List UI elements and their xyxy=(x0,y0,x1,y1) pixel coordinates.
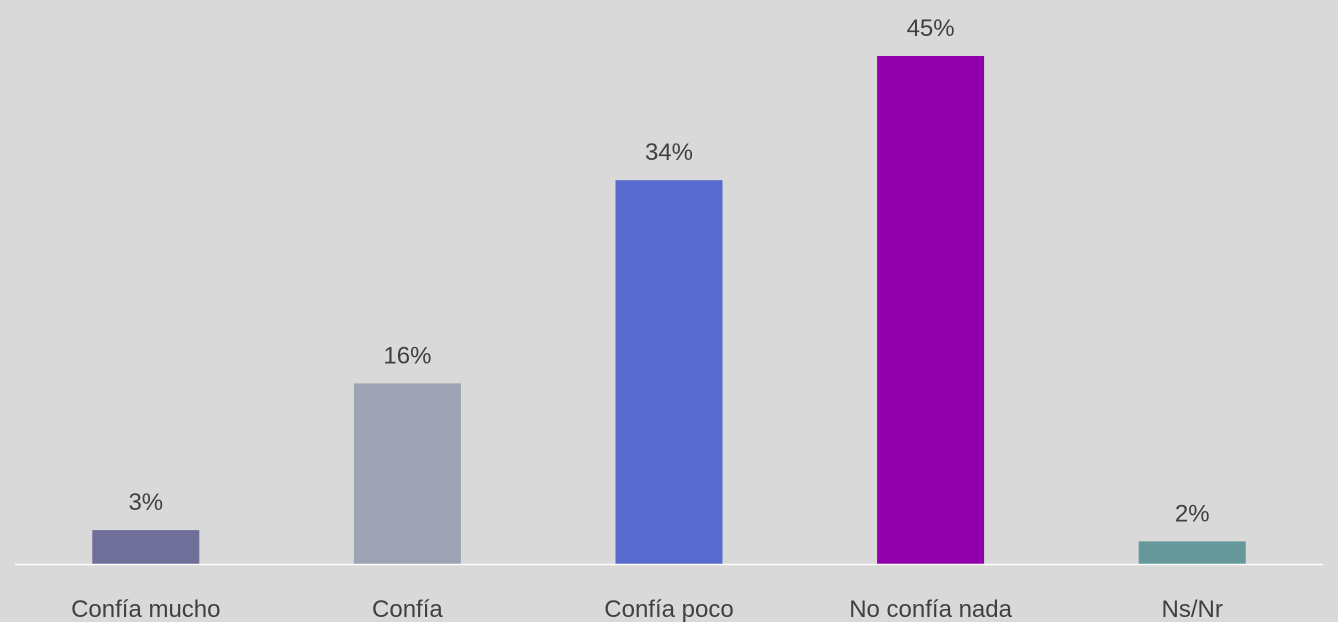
category-label: Confía xyxy=(372,596,443,622)
category-labels-layer: Confía mucho Confía Confía poco No confía n… xyxy=(71,596,1223,622)
value-labels-layer: 3% 16% 34% 45% 2% xyxy=(128,15,1209,527)
category-label: No confía nada xyxy=(849,596,1012,622)
bar-value-label: 3% xyxy=(128,489,163,516)
category-label: Confía poco xyxy=(604,596,733,622)
bar-1 xyxy=(353,383,461,564)
bars-layer xyxy=(92,56,1246,564)
category-label: Confía mucho xyxy=(71,596,220,622)
bar-2 xyxy=(615,180,723,564)
category-label: Ns/Nr xyxy=(1162,596,1223,622)
bar-value-label: 16% xyxy=(383,342,431,369)
bar-0 xyxy=(92,530,200,564)
bar-4 xyxy=(1138,541,1246,564)
bar-value-label: 34% xyxy=(645,139,693,166)
bar-3 xyxy=(877,56,985,564)
bar-value-label: 45% xyxy=(907,15,955,42)
bar-value-label: 2% xyxy=(1175,500,1210,527)
